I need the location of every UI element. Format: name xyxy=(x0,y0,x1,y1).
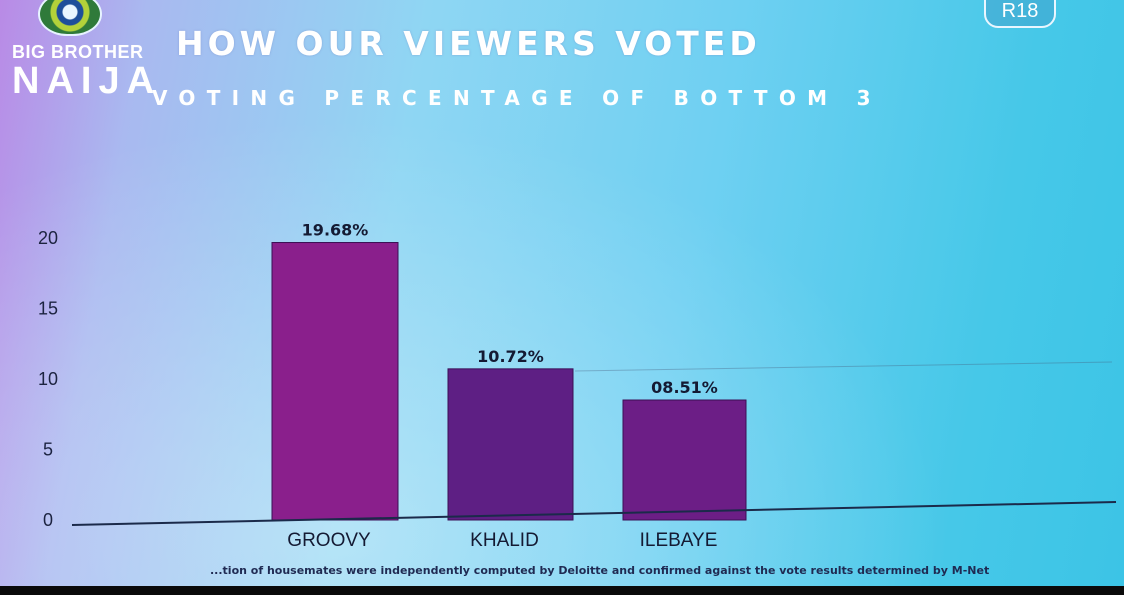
y-tick-label: 15 xyxy=(38,299,58,319)
data-label: 08.51% xyxy=(651,378,718,397)
y-tick-label: 20 xyxy=(38,228,58,248)
reference-line xyxy=(574,361,1113,372)
x-axis-line xyxy=(71,501,1117,526)
big-brother-naija-logo: BIG BROTHER NAIJA xyxy=(10,0,154,110)
y-tick-label: 5 xyxy=(43,440,53,460)
category-label: GROOVY xyxy=(287,530,371,551)
y-tick-label: 0 xyxy=(43,510,53,530)
category-label: ILEBAYE xyxy=(640,530,718,551)
bar xyxy=(447,368,574,521)
chart-subtitle: VOTING PERCENTAGE OF BOTTOM 3 xyxy=(152,86,882,110)
chart-title: HOW OUR VIEWERS VOTED xyxy=(176,24,761,63)
data-label: 10.72% xyxy=(477,347,544,366)
footnote: ...tion of housemates were independently… xyxy=(210,564,990,577)
logo-text-line2: NAIJA xyxy=(12,60,162,102)
category-label: KHALID xyxy=(470,530,539,551)
screen-bottom-edge xyxy=(0,586,1124,595)
y-tick-label: 10 xyxy=(38,369,58,389)
data-label: 19.68% xyxy=(302,221,369,240)
bar xyxy=(622,399,747,521)
age-rating-badge: R18 xyxy=(984,0,1056,28)
eye-logo-icon xyxy=(38,0,102,36)
bar xyxy=(271,242,399,521)
logo-text-line1: BIG BROTHER xyxy=(12,42,144,62)
